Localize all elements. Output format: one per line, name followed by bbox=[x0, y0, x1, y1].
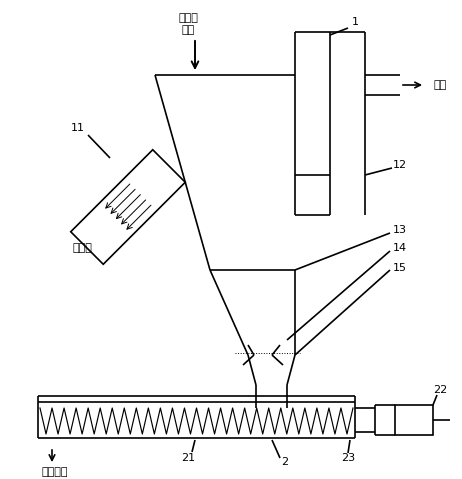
Bar bbox=[395, 405, 433, 435]
Text: 22: 22 bbox=[433, 385, 447, 395]
Text: 15: 15 bbox=[393, 263, 407, 273]
Text: 生物质: 生物质 bbox=[178, 13, 198, 23]
Text: 烟气: 烟气 bbox=[433, 80, 447, 90]
Text: 14: 14 bbox=[393, 243, 407, 253]
Text: 12: 12 bbox=[393, 160, 407, 170]
Text: 23: 23 bbox=[341, 453, 355, 463]
Text: 2: 2 bbox=[281, 457, 289, 467]
Text: 11: 11 bbox=[71, 123, 85, 133]
Text: 21: 21 bbox=[181, 453, 195, 463]
Text: 热介质: 热介质 bbox=[72, 243, 92, 253]
Text: 固体产物: 固体产物 bbox=[42, 467, 68, 477]
Polygon shape bbox=[71, 150, 185, 264]
Text: 燃料: 燃料 bbox=[182, 25, 195, 35]
Text: 1: 1 bbox=[352, 17, 359, 27]
Text: 13: 13 bbox=[393, 225, 407, 235]
